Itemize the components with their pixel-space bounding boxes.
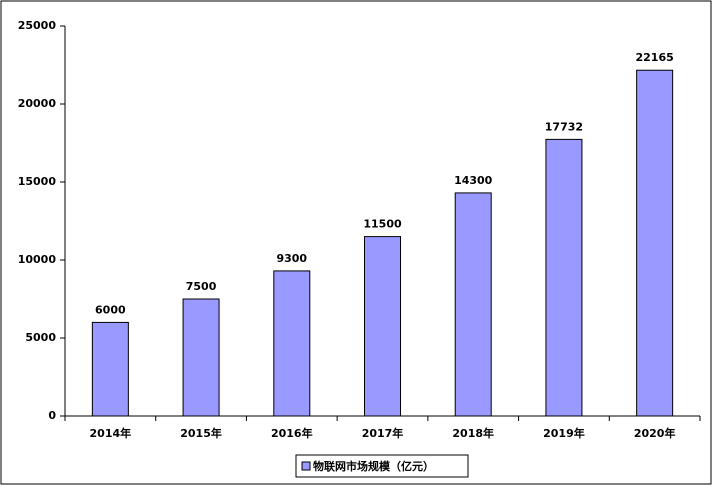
legend-label: 物联网市场规模（亿元） — [313, 459, 434, 473]
data-label: 7500 — [186, 280, 217, 293]
data-label: 6000 — [95, 303, 126, 316]
bar — [91, 321, 129, 417]
y-tick-label: 25000 — [18, 19, 57, 32]
bar — [636, 69, 674, 417]
legend-swatch — [301, 461, 311, 471]
data-label: 17732 — [545, 120, 583, 133]
bar — [454, 192, 492, 417]
x-tick-label: 2015年 — [180, 426, 222, 440]
bar — [273, 270, 311, 417]
x-tick-label: 2014年 — [90, 426, 132, 440]
legend-box — [295, 454, 469, 478]
data-label: 22165 — [636, 51, 674, 64]
bar — [182, 298, 220, 417]
bar — [364, 236, 401, 417]
data-label: 14300 — [454, 174, 493, 187]
y-tick-label: 15000 — [18, 175, 57, 188]
data-label: 9300 — [276, 252, 307, 265]
data-label: 11500 — [363, 218, 402, 231]
y-tick-label: 10000 — [18, 253, 57, 266]
y-tick-label: 0 — [48, 409, 56, 422]
x-tick-label: 2017年 — [362, 426, 404, 440]
x-tick-label: 2018年 — [452, 426, 494, 440]
y-tick-label: 20000 — [18, 97, 57, 110]
x-tick-label: 2020年 — [634, 426, 676, 440]
x-tick-label: 2019年 — [543, 426, 585, 440]
y-tick-label: 5000 — [25, 331, 56, 344]
x-tick-label: 2016年 — [271, 426, 313, 440]
bar — [545, 138, 583, 417]
